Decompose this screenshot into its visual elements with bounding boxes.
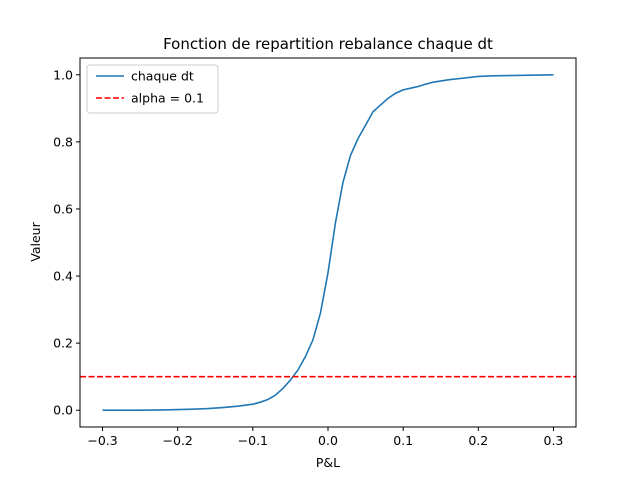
x-tick-label: −0.1 xyxy=(238,433,268,448)
y-tick-label: 0.8 xyxy=(53,134,73,149)
legend: chaque dt alpha = 0.1 xyxy=(86,64,219,114)
x-tick-label: 0.1 xyxy=(393,433,413,448)
y-axis-label: Valeur xyxy=(28,221,43,261)
y-tick-label: 0.4 xyxy=(53,269,73,284)
y-tick-label: 0.0 xyxy=(53,403,73,418)
x-axis: −0.3 −0.2 −0.1 0.0 0.1 0.2 0.3 xyxy=(87,427,563,448)
x-tick-label: 0.3 xyxy=(544,433,564,448)
y-tick-label: 1.0 xyxy=(53,67,73,82)
x-tick-label: −0.2 xyxy=(163,433,193,448)
legend-label-alpha: alpha = 0.1 xyxy=(131,91,204,106)
legend-label-chaque-dt: chaque dt xyxy=(131,69,194,84)
x-tick-label: 0.0 xyxy=(318,433,338,448)
x-axis-label: P&L xyxy=(316,455,340,470)
series-layer xyxy=(80,73,576,412)
y-axis: 0.0 0.2 0.4 0.6 0.8 1.0 xyxy=(53,67,80,418)
y-tick-label: 0.6 xyxy=(53,201,73,216)
legend-box xyxy=(86,64,219,114)
chart-title: Fonction de repartition rebalance chaque… xyxy=(163,35,493,53)
series-line-0 xyxy=(102,73,554,412)
y-tick-label: 0.2 xyxy=(53,336,73,351)
x-tick-label: −0.3 xyxy=(87,433,117,448)
x-tick-label: 0.2 xyxy=(468,433,488,448)
